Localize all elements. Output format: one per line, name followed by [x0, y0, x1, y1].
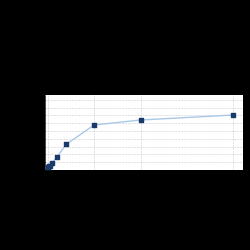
Point — [138, 118, 142, 122]
Point — [231, 113, 235, 117]
Point — [47, 164, 51, 168]
Point — [46, 165, 50, 169]
Point — [64, 142, 68, 146]
Point — [50, 161, 54, 165]
Point — [46, 165, 50, 169]
Point — [48, 164, 52, 168]
Point — [55, 155, 59, 159]
Point — [92, 123, 96, 127]
X-axis label: Human Thioredoxin Binding Protein 2 (TBIP2)
Concentration (ng/ml): Human Thioredoxin Binding Protein 2 (TBI… — [82, 186, 206, 196]
Y-axis label: OD: OD — [21, 128, 26, 137]
